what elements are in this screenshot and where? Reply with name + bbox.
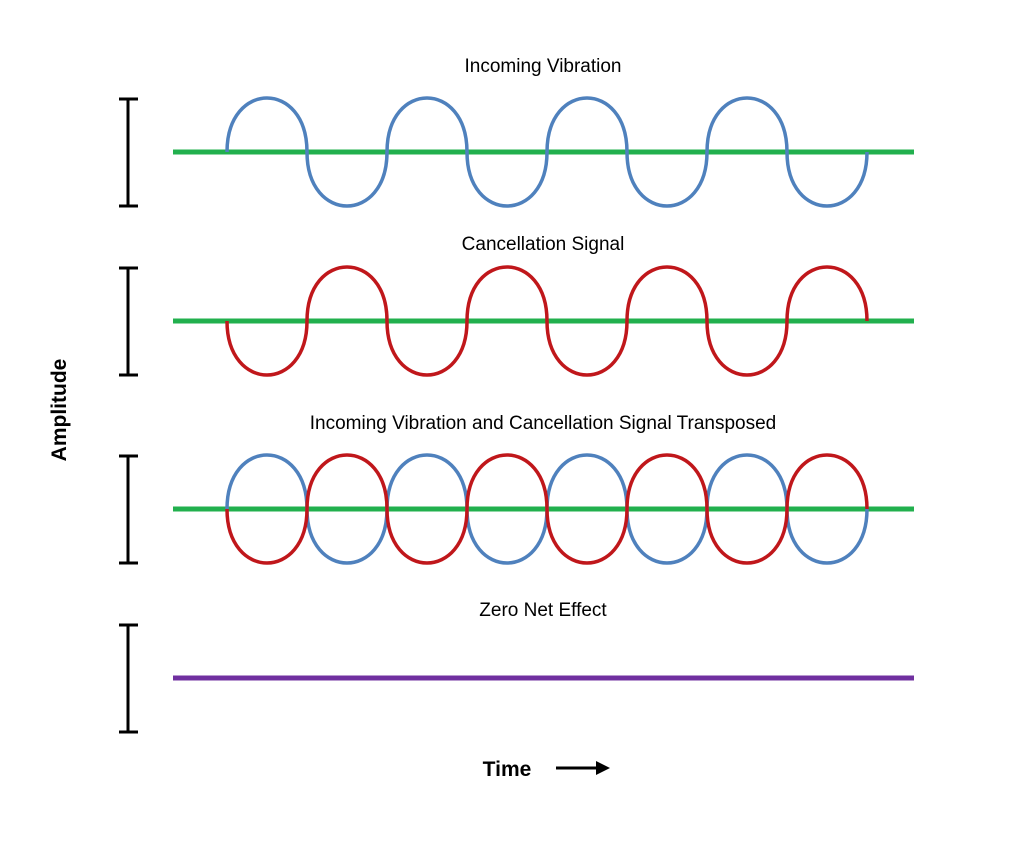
panel-zero-net-effect: Zero Net Effect bbox=[119, 600, 914, 734]
panel-title-cancellation-signal: Cancellation Signal bbox=[462, 234, 625, 255]
panel-title-transposed: Incoming Vibration and Cancellation Sign… bbox=[310, 413, 777, 434]
panel-transposed: Incoming Vibration and Cancellation Sign… bbox=[119, 413, 914, 565]
time-axis: Time bbox=[483, 758, 610, 781]
amplitude-scale-bar bbox=[119, 454, 138, 565]
amplitude-scale-bar bbox=[119, 266, 138, 377]
cancellation-wave bbox=[225, 265, 869, 377]
time-axis-label: Time bbox=[483, 758, 532, 781]
panel-title-zero-net-effect: Zero Net Effect bbox=[479, 600, 607, 621]
time-arrow-icon bbox=[556, 761, 610, 775]
amplitude-scale-bar bbox=[119, 97, 138, 208]
incoming-wave bbox=[225, 96, 869, 208]
panel-title-incoming-vibration: Incoming Vibration bbox=[464, 56, 621, 77]
amplitude-axis-label: Amplitude bbox=[48, 359, 71, 462]
cancellation-wave bbox=[225, 453, 869, 565]
panel-incoming-vibration: Incoming Vibration bbox=[119, 56, 914, 208]
panel-cancellation-signal: Cancellation Signal bbox=[119, 234, 914, 377]
amplitude-scale-bar bbox=[119, 623, 138, 734]
